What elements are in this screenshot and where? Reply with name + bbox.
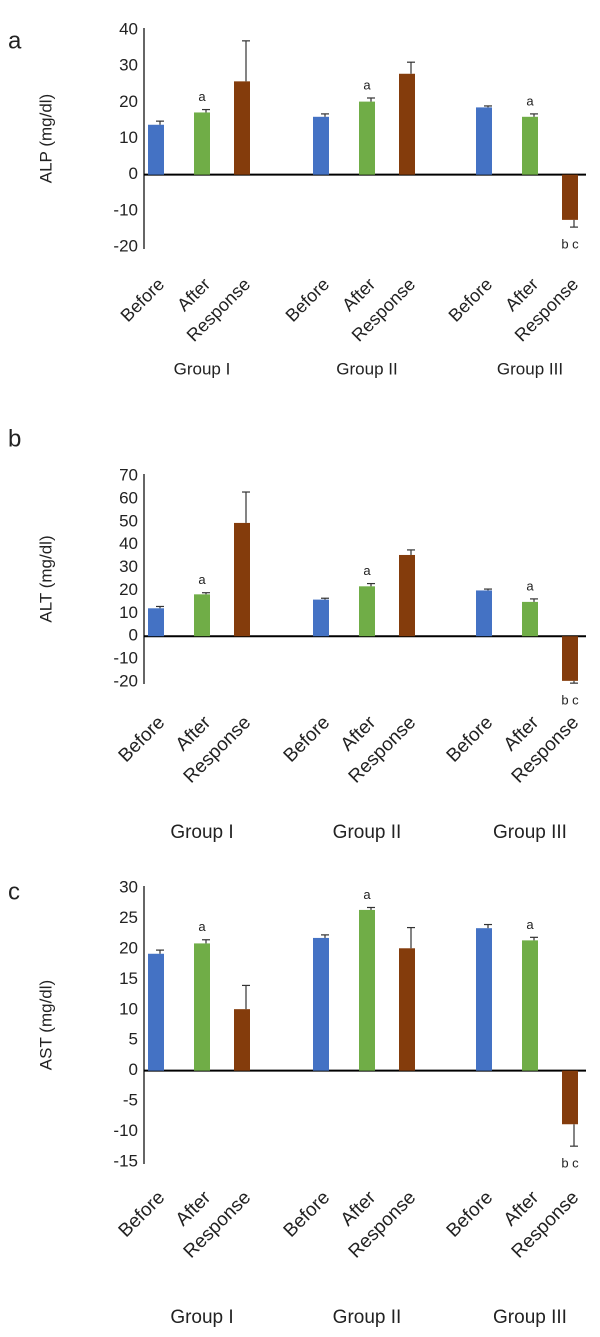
bar-response xyxy=(234,522,250,637)
y-tick-label: 10 xyxy=(119,999,138,1018)
category-label: Before xyxy=(443,1187,497,1241)
bar-response xyxy=(399,554,415,637)
y-tick-label: 0 xyxy=(129,164,138,183)
category-label: Before xyxy=(282,274,334,326)
y-tick-label: 10 xyxy=(119,128,138,147)
significance-mark: a xyxy=(198,572,206,587)
y-tick-label: 0 xyxy=(129,1060,138,1079)
y-tick-label: 30 xyxy=(119,557,138,576)
group-label: Group III xyxy=(493,1307,567,1328)
category-label: Before xyxy=(115,712,169,766)
y-tick-label: -10 xyxy=(113,1121,138,1140)
y-tick-label: 15 xyxy=(119,969,138,988)
group-label: Group II xyxy=(333,1307,402,1328)
y-axis-label: ALP (mg/dl) xyxy=(36,94,55,183)
group-label: Group II xyxy=(333,822,402,843)
panel-c: c AST (mg/dl) -15 -10 -5 0 5 10 15 20 25 30 a a a b c Be… xyxy=(8,877,586,1328)
panel-label: b xyxy=(8,425,21,452)
significance-mark: a xyxy=(198,89,206,104)
bar-response xyxy=(562,174,578,220)
y-tick-label: 20 xyxy=(119,580,138,599)
group-label: Group II xyxy=(336,359,397,378)
significance-mark: a xyxy=(526,578,534,593)
category-label: Before xyxy=(443,712,497,766)
group-label: Group I xyxy=(174,359,231,378)
significance-mark: a xyxy=(363,563,371,578)
bar-after xyxy=(194,112,210,175)
bar-before xyxy=(313,599,329,637)
bar-after xyxy=(359,909,375,1071)
significance-mark: a xyxy=(526,917,534,932)
significance-mark: b c xyxy=(561,693,579,708)
y-tick-label: -20 xyxy=(113,236,138,255)
y-tick-label: 70 xyxy=(119,465,138,484)
y-tick-label: -15 xyxy=(113,1151,138,1170)
y-axis-label: ALT (mg/dl) xyxy=(36,535,55,622)
y-tick-label: 30 xyxy=(119,877,138,896)
y-tick-label: 60 xyxy=(119,488,138,507)
y-tick-label: -10 xyxy=(113,200,138,219)
bar-before xyxy=(313,116,329,175)
category-label: Before xyxy=(280,1187,334,1241)
bar-after xyxy=(359,101,375,175)
y-tick-label: -5 xyxy=(123,1091,138,1110)
significance-mark: a xyxy=(198,919,206,934)
category-label: Before xyxy=(115,1187,169,1241)
bar-before xyxy=(476,107,492,175)
y-tick-label: 20 xyxy=(119,938,138,957)
bar-after xyxy=(522,601,538,637)
bar-after xyxy=(194,943,210,1071)
bar-response xyxy=(234,1009,250,1071)
bar-response xyxy=(562,636,578,681)
significance-mark: a xyxy=(363,77,371,92)
panel-label: c xyxy=(8,878,20,905)
y-tick-label: 0 xyxy=(129,626,138,645)
bar-before xyxy=(148,953,164,1071)
y-tick-label: 10 xyxy=(119,603,138,622)
y-tick-label: 50 xyxy=(119,511,138,530)
y-tick-label: -10 xyxy=(113,649,138,668)
bar-after xyxy=(522,116,538,175)
y-tick-label: 40 xyxy=(119,534,138,553)
significance-mark: a xyxy=(526,93,534,108)
y-axis-label: AST (mg/dl) xyxy=(36,980,55,1070)
bar-before xyxy=(476,590,492,637)
panel-b: b ALT (mg/dl) -20 -10 0 10 20 30 40 50 60 70 a a a b c B… xyxy=(8,425,586,843)
y-tick-label: 40 xyxy=(119,19,138,38)
bar-before xyxy=(313,937,329,1071)
y-tick-label: 5 xyxy=(129,1030,138,1049)
category-label: Before xyxy=(280,712,334,766)
group-label: Group III xyxy=(493,822,567,843)
bar-after xyxy=(522,940,538,1071)
bar-before xyxy=(148,124,164,175)
group-label: Group III xyxy=(497,359,563,378)
category-label: Before xyxy=(117,274,169,326)
bar-response xyxy=(234,81,250,175)
bar-after xyxy=(359,586,375,637)
y-tick-label: 20 xyxy=(119,92,138,111)
bar-response xyxy=(562,1070,578,1125)
bar-before xyxy=(148,608,164,637)
bar-after xyxy=(194,594,210,637)
bar-response xyxy=(399,948,415,1071)
significance-mark: b c xyxy=(561,237,579,252)
panel-label: a xyxy=(8,27,22,54)
y-tick-label: -20 xyxy=(113,671,138,690)
y-tick-label: 25 xyxy=(119,908,138,927)
group-label: Group I xyxy=(170,822,233,843)
significance-mark: a xyxy=(363,887,371,902)
bar-response xyxy=(399,73,415,175)
group-label: Group I xyxy=(170,1307,233,1328)
y-tick-label: 30 xyxy=(119,56,138,75)
significance-mark: b c xyxy=(561,1156,579,1171)
bar-before xyxy=(476,928,492,1071)
category-label: Before xyxy=(445,274,497,326)
